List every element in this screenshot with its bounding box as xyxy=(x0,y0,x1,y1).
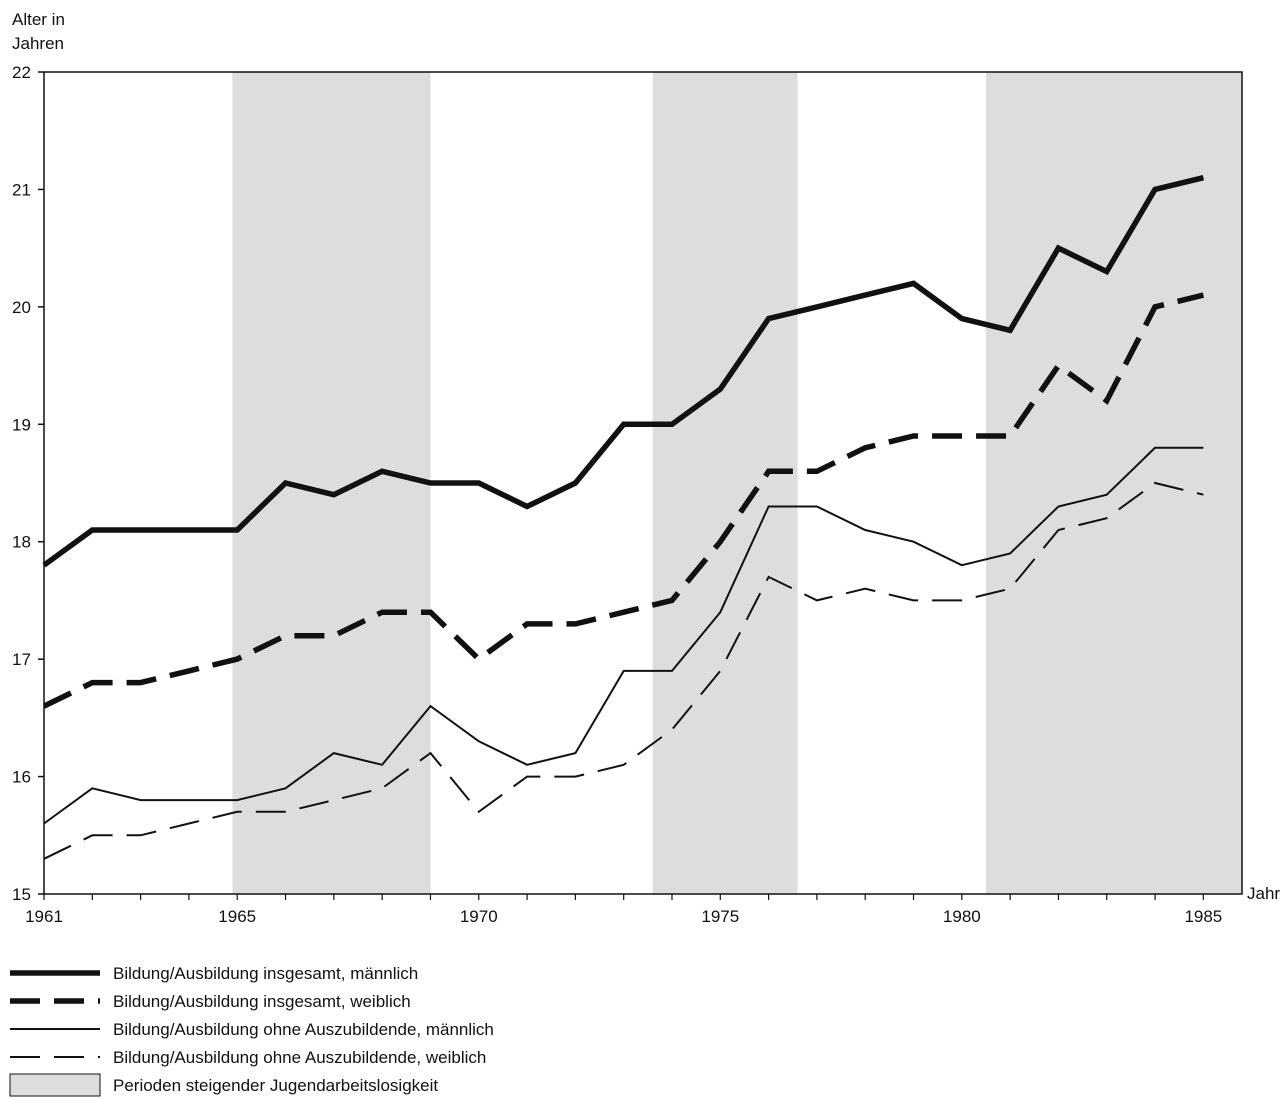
y-tick-label-18: 18 xyxy=(12,533,31,552)
y-tick-label-15: 15 xyxy=(12,885,31,904)
series-line-3 xyxy=(43,446,1204,825)
y-tick-label-17: 17 xyxy=(12,650,31,669)
legend-swatch-shade xyxy=(9,1073,101,1097)
legend-label-3: Bildung/Ausbildung ohne Auszubildende, m… xyxy=(113,1020,494,1039)
shaded-period-1 xyxy=(232,72,431,894)
shaded-period-3 xyxy=(985,72,1242,894)
y-tick-label-16: 16 xyxy=(12,768,31,787)
shaded-period-2 xyxy=(652,72,798,894)
x-tick-label-1980: 1980 xyxy=(943,907,981,926)
legend-label-5: Perioden steigender Jugendarbeitslosigke… xyxy=(113,1076,438,1095)
y-tick-label-22: 22 xyxy=(12,63,31,82)
y-axis-label-line2: Jahren xyxy=(12,34,64,53)
x-tick-label-1961: 1961 xyxy=(25,907,63,926)
y-tick-label-19: 19 xyxy=(12,415,31,434)
legend-label-2: Bildung/Ausbildung insgesamt, weiblich xyxy=(113,992,411,1011)
series-line-1 xyxy=(42,175,1205,568)
x-tick-label-1975: 1975 xyxy=(701,907,739,926)
y-axis-label-line1: Alter in xyxy=(12,10,65,29)
x-tick-label-1985: 1985 xyxy=(1184,907,1222,926)
shaded-periods xyxy=(232,72,1242,894)
x-tick-label-1965: 1965 xyxy=(218,907,256,926)
x-axis-label: Jahr xyxy=(1247,884,1280,903)
legend-label-4: Bildung/Ausbildung ohne Auszubildende, w… xyxy=(113,1048,486,1067)
plot-frame xyxy=(43,71,1243,895)
series-line-4 xyxy=(43,481,1204,860)
series-line-2 xyxy=(42,292,1205,709)
axes: 15 16 17 18 19 20 21 22 1961 1965 1970 1975 1980 1985 xyxy=(12,63,1243,926)
legend: Bildung/Ausbildung insgesamt, männlich Bi… xyxy=(9,964,494,1097)
y-tick-label-21: 21 xyxy=(12,180,31,199)
axis-labels: Alter in Jahren Jahr xyxy=(12,10,1280,903)
legend-label-1: Bildung/Ausbildung insgesamt, männlich xyxy=(113,964,418,983)
y-tick-label-20: 20 xyxy=(12,298,31,317)
series-lines xyxy=(42,175,1205,860)
x-tick-label-1970: 1970 xyxy=(460,907,498,926)
